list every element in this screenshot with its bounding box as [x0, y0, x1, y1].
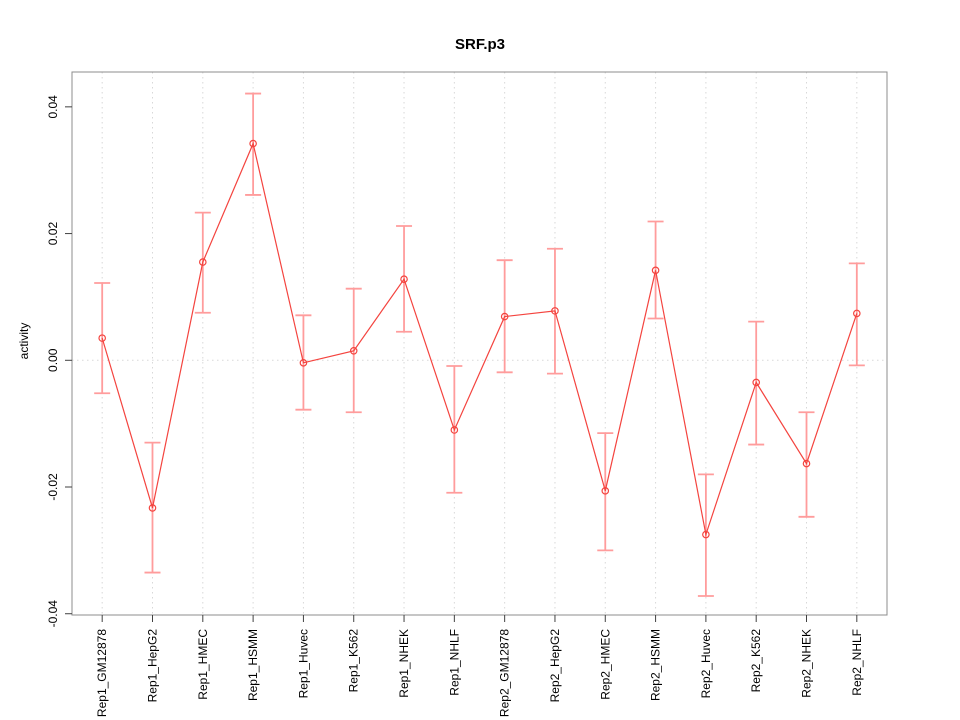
- x-category-label: Rep2_NHLF: [850, 629, 864, 696]
- data-point-marker: [752, 378, 760, 387]
- data-point-marker: [299, 359, 308, 367]
- error-bars: [94, 92, 865, 597]
- data-point-marker: [601, 487, 610, 495]
- x-category-label: Rep1_HMEC: [196, 629, 210, 700]
- data-point-marker: [98, 334, 106, 342]
- x-category-label: Rep2_K562: [749, 629, 763, 693]
- x-category-label: Rep1_K562: [347, 629, 361, 693]
- x-category-label: Rep2_Huvec: [699, 629, 713, 698]
- x-category-label: Rep1_HepG2: [145, 629, 159, 703]
- data-point-marker: [400, 275, 408, 283]
- x-category-label: Rep2_NHEK: [800, 629, 814, 698]
- x-category-label: Rep2_HSMM: [649, 629, 663, 701]
- data-point-marker: [450, 426, 459, 434]
- y-tick-label: 0.02: [46, 222, 60, 246]
- data-point-marker: [148, 504, 157, 512]
- series-line: [101, 141, 858, 537]
- axis-labels: -0.04 -0.02 0.00 0.02 0.04 Rep1_GM12878 Rep1_H…: [46, 95, 864, 717]
- x-category-label: Rep1_Huvec: [296, 629, 310, 698]
- data-point-marker: [651, 266, 660, 275]
- axes: [65, 71, 888, 622]
- series-polyline: [101, 141, 858, 537]
- plot-box: [71, 71, 888, 616]
- data-point-marker: [249, 139, 257, 148]
- x-category-label: Rep2_HMEC: [598, 629, 612, 700]
- x-category-label: Rep1_HSMM: [246, 629, 260, 701]
- data-point-marker: [199, 258, 207, 266]
- data-point-marker: [853, 309, 861, 318]
- data-points: [98, 139, 861, 539]
- data-point-marker: [551, 307, 559, 315]
- x-category-label: Rep2_HepG2: [548, 629, 562, 703]
- x-category-label: Rep1_NHLF: [447, 629, 461, 696]
- y-axis-title: activity: [17, 322, 31, 360]
- x-category-label: Rep1_GM12878: [95, 629, 109, 717]
- chart-title: SRF.p3: [454, 36, 505, 53]
- y-tick-label: -0.04: [46, 600, 60, 628]
- y-tick-label: -0.02: [46, 473, 60, 501]
- y-tick-label: 0.00: [46, 348, 60, 372]
- x-category-label: Rep2_GM12878: [498, 629, 512, 717]
- gridlines: [72, 72, 887, 615]
- data-point-marker: [802, 459, 811, 468]
- data-point-marker: [500, 312, 509, 321]
- y-tick-label: 0.04: [46, 95, 60, 119]
- data-point-marker: [702, 530, 710, 539]
- data-point-marker: [349, 346, 358, 355]
- x-category-label: Rep1_NHEK: [397, 629, 411, 698]
